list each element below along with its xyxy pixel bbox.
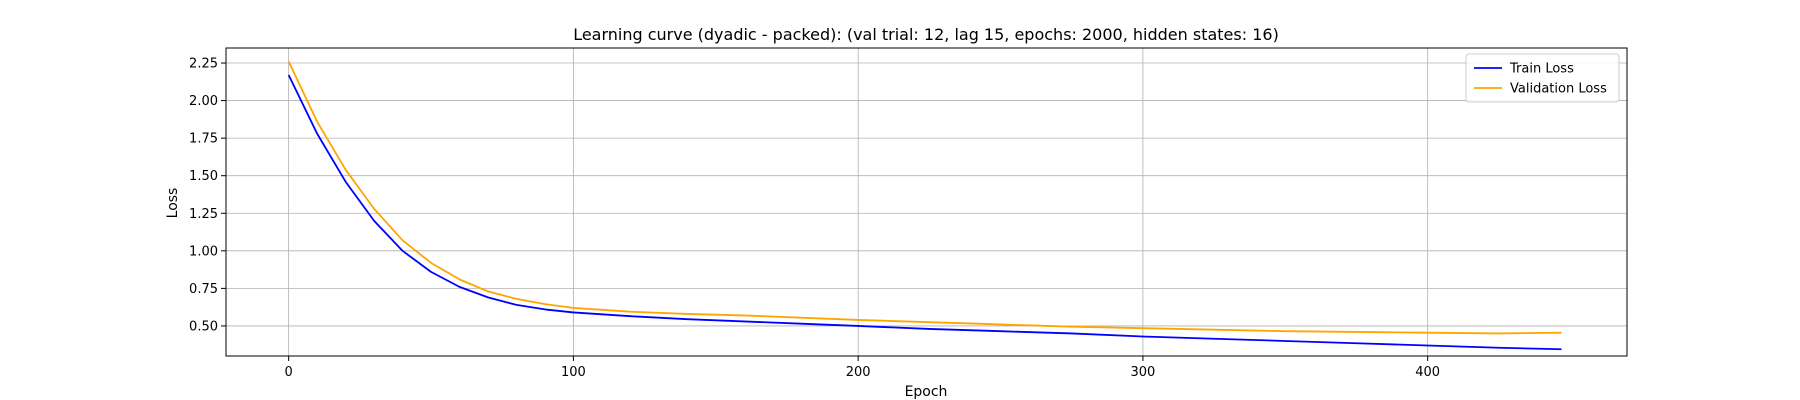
legend: Train Loss Validation Loss — [1465, 53, 1620, 103]
y-tick-label: 0.75 — [189, 282, 218, 297]
x-tick-label: 200 — [846, 365, 871, 380]
x-axis-label: Epoch — [905, 384, 948, 400]
y-tick-label: 1.75 — [189, 132, 218, 147]
y-axis-label: Loss — [165, 188, 181, 219]
y-tick-label: 1.50 — [189, 169, 218, 184]
y-tick-label: 2.00 — [189, 94, 218, 109]
plot-frame — [225, 47, 1628, 357]
series-line-1 — [287, 61, 1562, 335]
x-tick-label: 100 — [561, 365, 586, 380]
x-tick-label: 0 — [285, 365, 293, 380]
legend-entry: Validation Loss — [1510, 82, 1607, 97]
y-tick-label: 2.25 — [189, 57, 218, 72]
y-tick-label: 1.00 — [189, 244, 218, 259]
chart-title: Learning curve (dyadic - packed): (val t… — [573, 25, 1279, 44]
grid — [226, 48, 1627, 356]
x-axis-ticks: 0 100 200 300 400 — [285, 356, 1440, 380]
x-tick-label: 400 — [1415, 365, 1440, 380]
legend-box — [1465, 53, 1620, 103]
y-tick-label: 0.50 — [189, 319, 218, 334]
y-axis-ticks: 0.50 0.75 1.00 1.25 1.50 1.75 2.00 2.25 — [189, 57, 226, 334]
series-lines — [287, 61, 1562, 351]
legend-entry: Train Loss — [1509, 62, 1574, 77]
series-line-0 — [287, 74, 1562, 351]
y-tick-label: 1.25 — [189, 207, 218, 222]
x-tick-label: 300 — [1131, 365, 1156, 380]
